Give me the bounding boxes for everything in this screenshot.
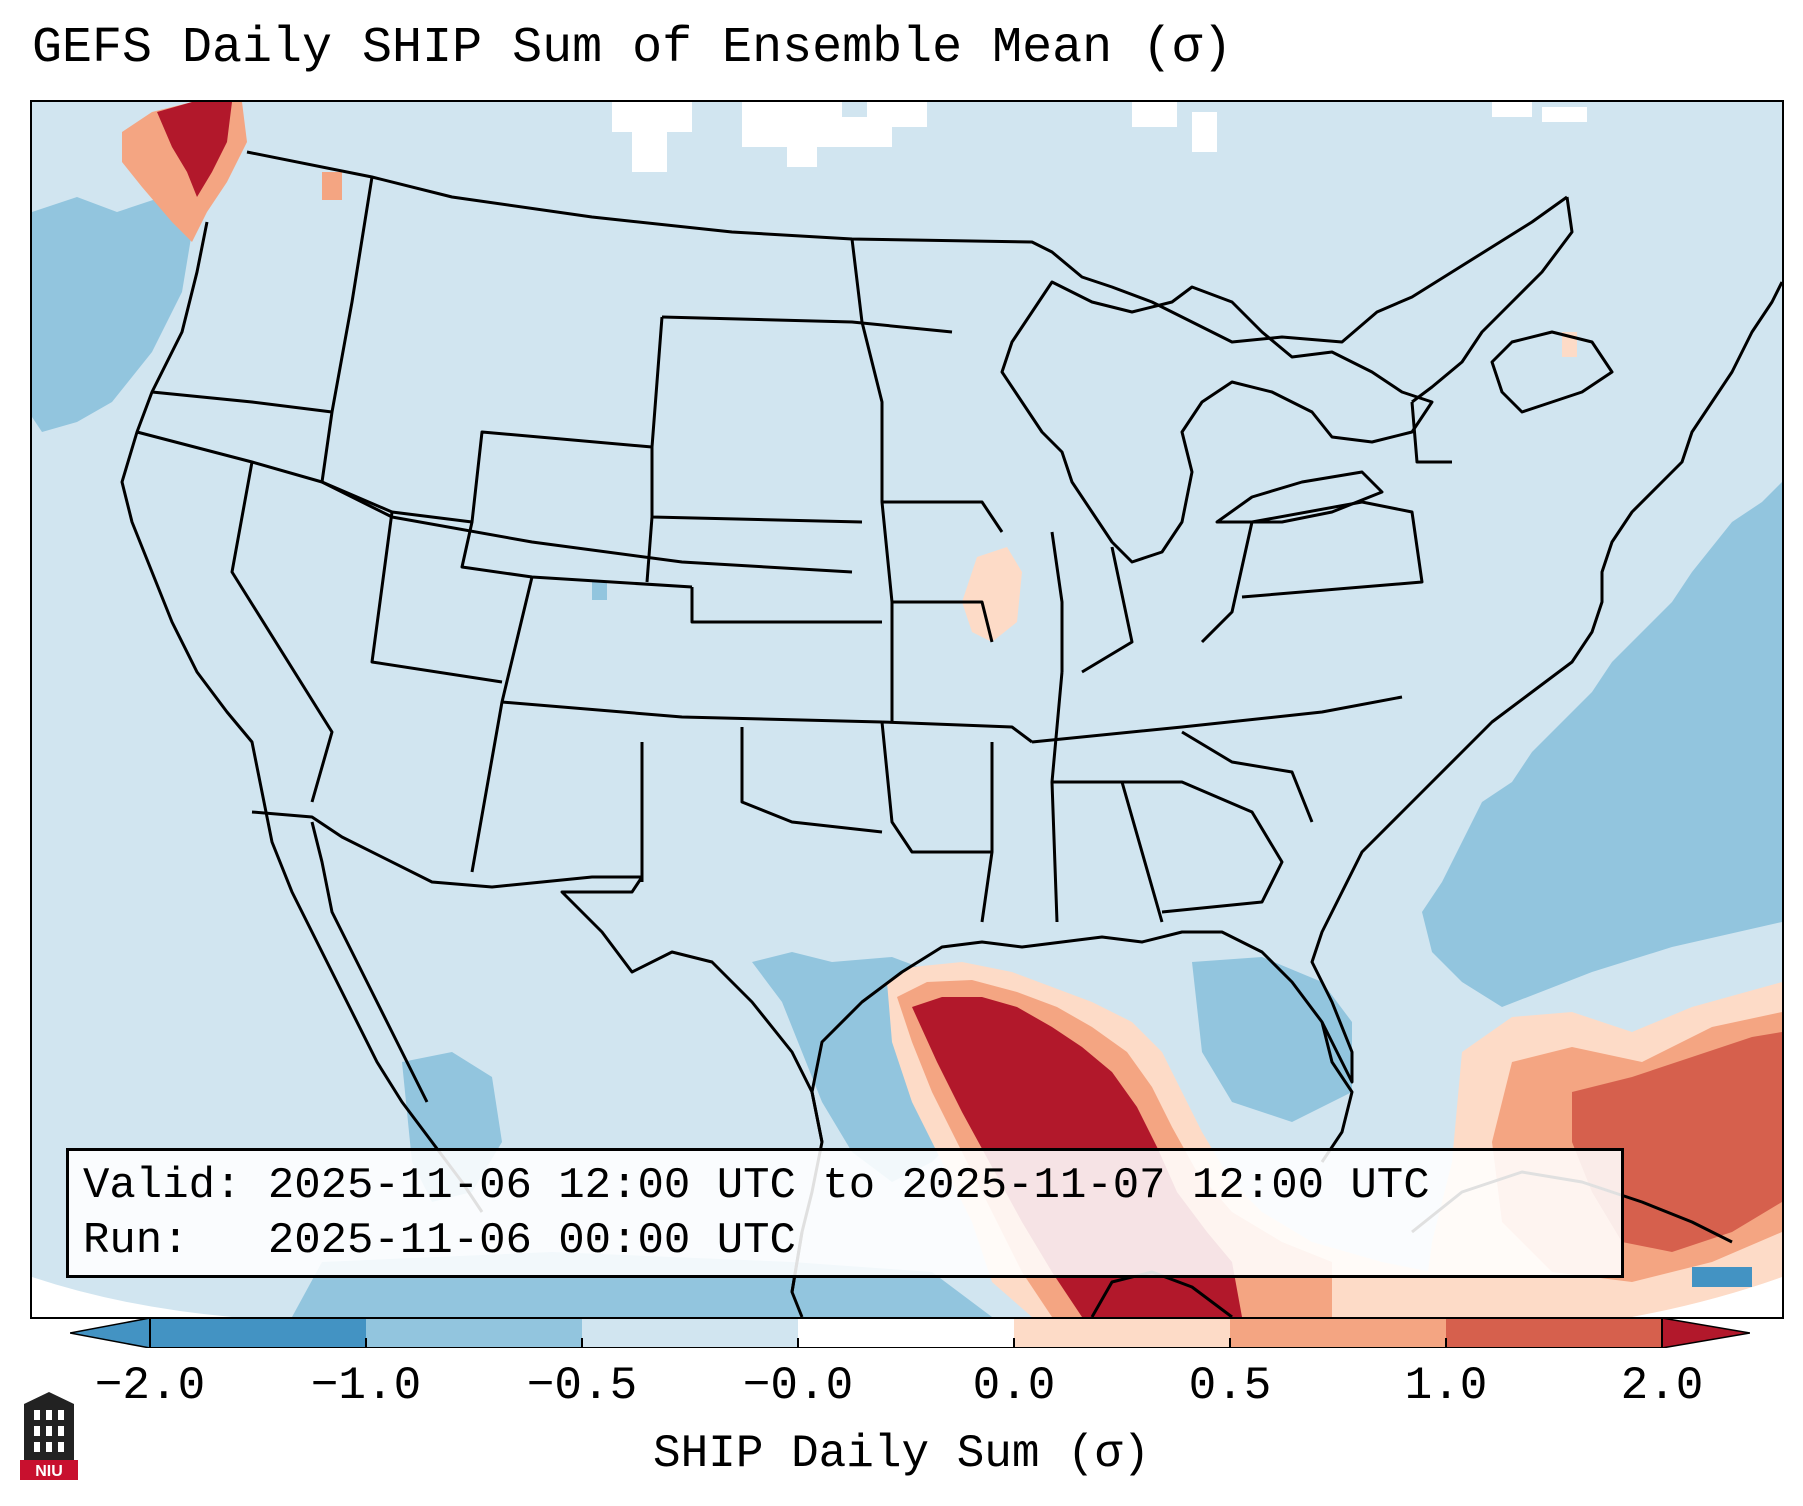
colorbar-tick-label: 1.0: [1404, 1360, 1488, 1412]
anomaly-field-pnw-core: [157, 102, 232, 197]
colorbar-segment-3: [582, 1318, 798, 1348]
anomaly-field-idaho-pixel: [322, 172, 342, 200]
anomaly-field-pacific-low: [32, 197, 192, 432]
anomaly-field-gulf-east-low: [1192, 957, 1352, 1122]
colorbar-tick-label: −2.0: [94, 1360, 206, 1412]
projection-blank-left: [32, 1277, 232, 1317]
colorbar-tick-label: 0.0: [972, 1360, 1056, 1412]
valid-run-annotation: Valid: 2025-11-06 12:00 UTC to 2025-11-0…: [66, 1148, 1624, 1278]
anomaly-field-caribbean-low-pixel: [1692, 1267, 1752, 1287]
anomaly-field-neutral-patches: [612, 102, 1587, 172]
colorbar-outline: [149, 1318, 1663, 1348]
colorbar-segment-6: [1230, 1318, 1446, 1348]
valid-time-text: Valid: 2025-11-06 12:00 UTC to 2025-11-0…: [83, 1161, 1430, 1211]
colorbar: [70, 1318, 1750, 1348]
niu-logo: NIU: [20, 1392, 78, 1480]
map-title: GEFS Daily SHIP Sum of Ensemble Mean (σ): [32, 20, 1233, 77]
colorbar-extend-low: [70, 1318, 151, 1348]
colorbar-tick-label: −1.0: [310, 1360, 422, 1412]
colorbar-title: SHIP Daily Sum (σ): [653, 1428, 1150, 1480]
anomaly-field-atlantic-low: [1422, 482, 1782, 1007]
run-time-text: Run: 2025-11-06 00:00 UTC: [83, 1216, 796, 1266]
anomaly-field-colorado-pixel: [592, 582, 607, 600]
anomaly-field-illinois-high: [962, 547, 1022, 642]
colorbar-tick-label: −0.0: [742, 1360, 854, 1412]
colorbar-tick-label: −0.5: [526, 1360, 638, 1412]
colorbar-segment-7: [1446, 1318, 1662, 1348]
map-canvas: [32, 102, 1782, 1317]
colorbar-segment-4: [798, 1318, 1014, 1348]
colorbar-segment-1: [150, 1318, 366, 1348]
colorbar-segment-2: [366, 1318, 582, 1348]
map-panel: [30, 100, 1784, 1319]
colorbar-tick-label: 0.5: [1188, 1360, 1272, 1412]
projection-blank-right: [1632, 1277, 1782, 1317]
niu-logo-text: NIU: [35, 1463, 63, 1480]
colorbar-segment-5: [1014, 1318, 1230, 1348]
colorbar-tick-label: 2.0: [1620, 1360, 1704, 1412]
colorbar-ticks: [149, 1338, 1663, 1348]
colorbar-extend-high: [1661, 1318, 1750, 1348]
